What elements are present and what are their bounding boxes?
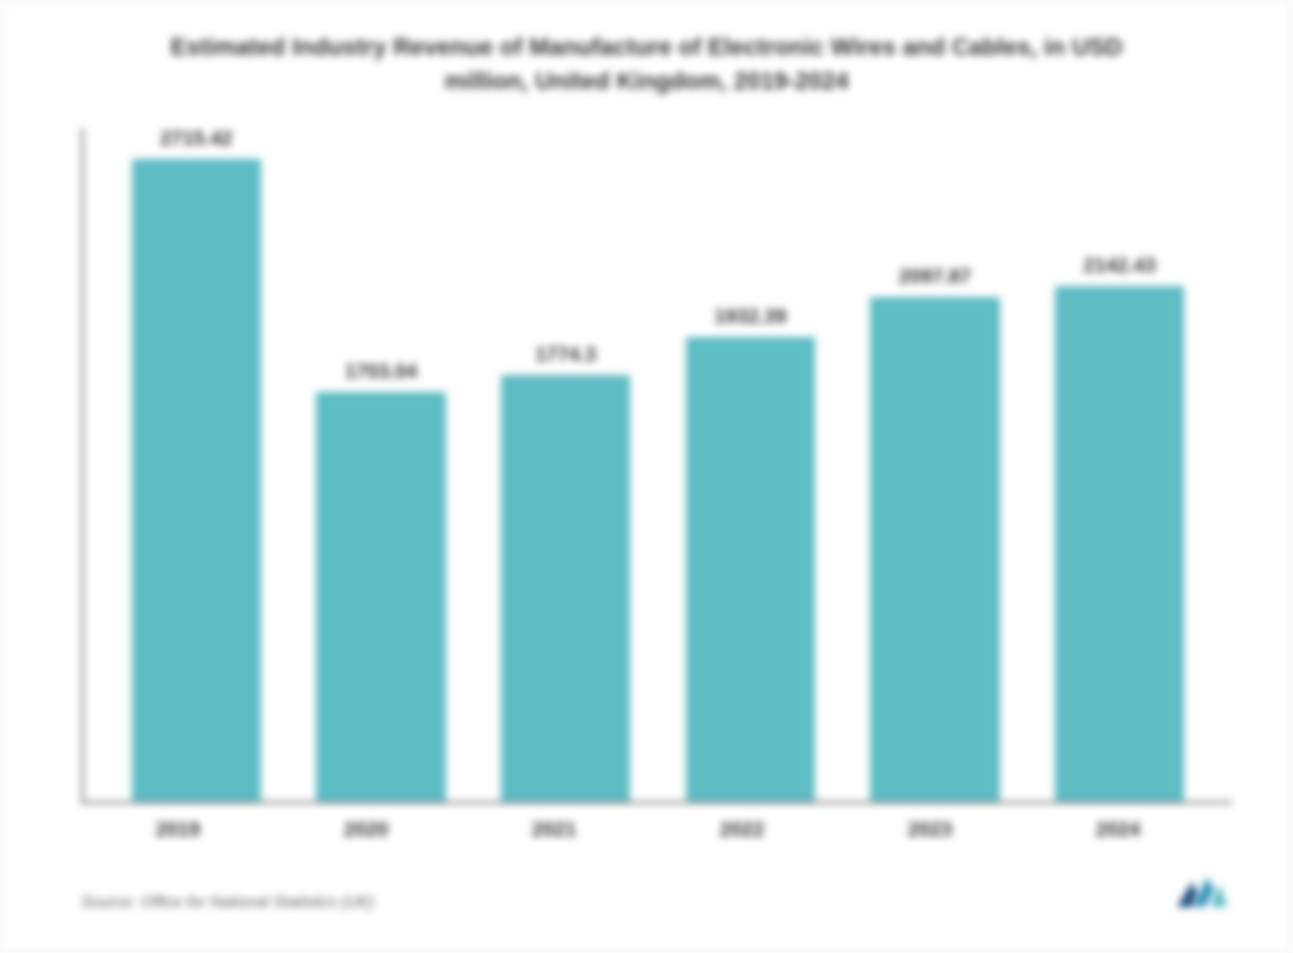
chart-plot-area: 2715.42 1703.04 1774.3 1932.39 2097.87 2142.4… bbox=[61, 128, 1232, 804]
bar-group: 2097.87 bbox=[843, 128, 1028, 801]
bar bbox=[132, 159, 261, 801]
chart-title: Estimated Industry Revenue of Manufactur… bbox=[61, 31, 1232, 98]
x-axis-label: 2019 bbox=[84, 819, 272, 842]
logo-icon bbox=[1172, 872, 1232, 912]
x-axis-label: 2024 bbox=[1024, 819, 1212, 842]
x-axis-label: 2020 bbox=[272, 819, 460, 842]
bars-area: 2715.42 1703.04 1774.3 1932.39 2097.87 2142.4… bbox=[84, 128, 1232, 804]
chart-footer: Source: Office for National Statistics (… bbox=[61, 842, 1232, 912]
source-citation: Source: Office for National Statistics (… bbox=[61, 894, 374, 912]
bar-group: 2142.43 bbox=[1027, 128, 1212, 801]
bar-value-label: 2097.87 bbox=[899, 266, 971, 289]
bar-group: 1774.3 bbox=[473, 128, 658, 801]
bar-value-label: 2715.42 bbox=[160, 128, 232, 151]
x-axis-label: 2023 bbox=[836, 819, 1024, 842]
bar-value-label: 1932.39 bbox=[714, 306, 786, 329]
bar bbox=[870, 297, 999, 801]
x-axis-label: 2022 bbox=[648, 819, 836, 842]
chart-container: Estimated Industry Revenue of Manufactur… bbox=[0, 0, 1293, 953]
bar bbox=[316, 392, 445, 801]
x-axis-labels: 201920202021202220232024 bbox=[61, 804, 1232, 842]
bar-group: 1932.39 bbox=[658, 128, 843, 801]
bar-group: 2715.42 bbox=[104, 128, 289, 801]
bar bbox=[686, 337, 815, 801]
bar-value-label: 1703.04 bbox=[345, 361, 417, 384]
bar-group: 1703.04 bbox=[289, 128, 474, 801]
bar-value-label: 1774.3 bbox=[535, 344, 596, 367]
x-axis-label: 2021 bbox=[460, 819, 648, 842]
brand-logo bbox=[1172, 872, 1232, 912]
bar-value-label: 2142.43 bbox=[1084, 255, 1156, 278]
bar bbox=[1055, 286, 1184, 801]
bar bbox=[501, 375, 630, 801]
